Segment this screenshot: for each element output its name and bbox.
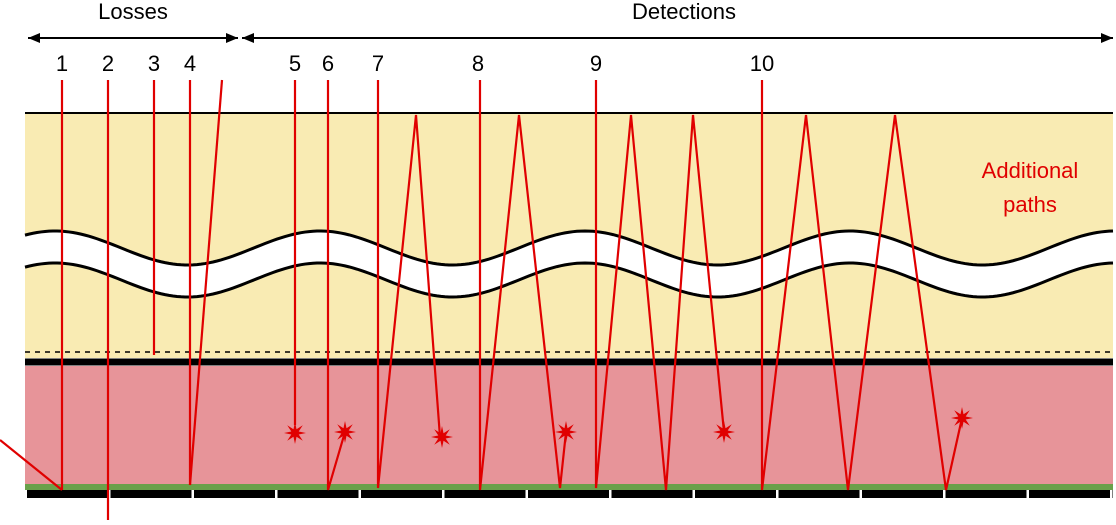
detector-pixel [528, 490, 609, 498]
path-label: 2 [102, 51, 114, 76]
path-label: 3 [148, 51, 160, 76]
annotation: Additional [982, 158, 1079, 183]
path-label: 9 [590, 51, 602, 76]
detector-pixel [110, 490, 192, 498]
detector-pixel [361, 490, 442, 498]
path-label: 5 [289, 51, 301, 76]
light-path [760, 80, 964, 491]
absorption-star [951, 407, 973, 429]
absorption-star [284, 422, 306, 444]
detector-pixel [695, 490, 776, 498]
wave-edge [24, 261, 1114, 299]
path-label: 10 [750, 51, 774, 76]
path-label: 6 [322, 51, 334, 76]
path-label: 7 [372, 51, 384, 76]
losses-label: Losses [98, 0, 168, 24]
detector-pixel [277, 490, 359, 498]
detector-pixel [862, 490, 943, 498]
annotation: paths [1003, 192, 1057, 217]
detector-strip [25, 484, 1113, 490]
detector-pixel [194, 490, 275, 498]
detector-pixel [444, 490, 526, 498]
path-label: 8 [472, 51, 484, 76]
light-path [594, 80, 726, 491]
absorption-star [431, 426, 453, 448]
light-path [376, 80, 442, 489]
wave-edge [24, 229, 1114, 267]
light-path [188, 79, 224, 486]
light-path [478, 80, 568, 491]
absorption-star [334, 421, 356, 443]
absorption-star [713, 421, 735, 443]
path-label: 4 [184, 51, 196, 76]
path-label: 1 [56, 51, 68, 76]
detector-pixel [1112, 490, 1113, 498]
detections-label: Detections [632, 0, 736, 24]
detector-pixel [27, 490, 108, 498]
light-path [0, 439, 63, 491]
detector-pixel [611, 490, 693, 498]
light-path [326, 80, 347, 491]
detector-pixel [778, 490, 860, 498]
detector-pixel [1029, 490, 1110, 498]
detector-pixel [945, 490, 1027, 498]
absorption-star [555, 421, 577, 443]
